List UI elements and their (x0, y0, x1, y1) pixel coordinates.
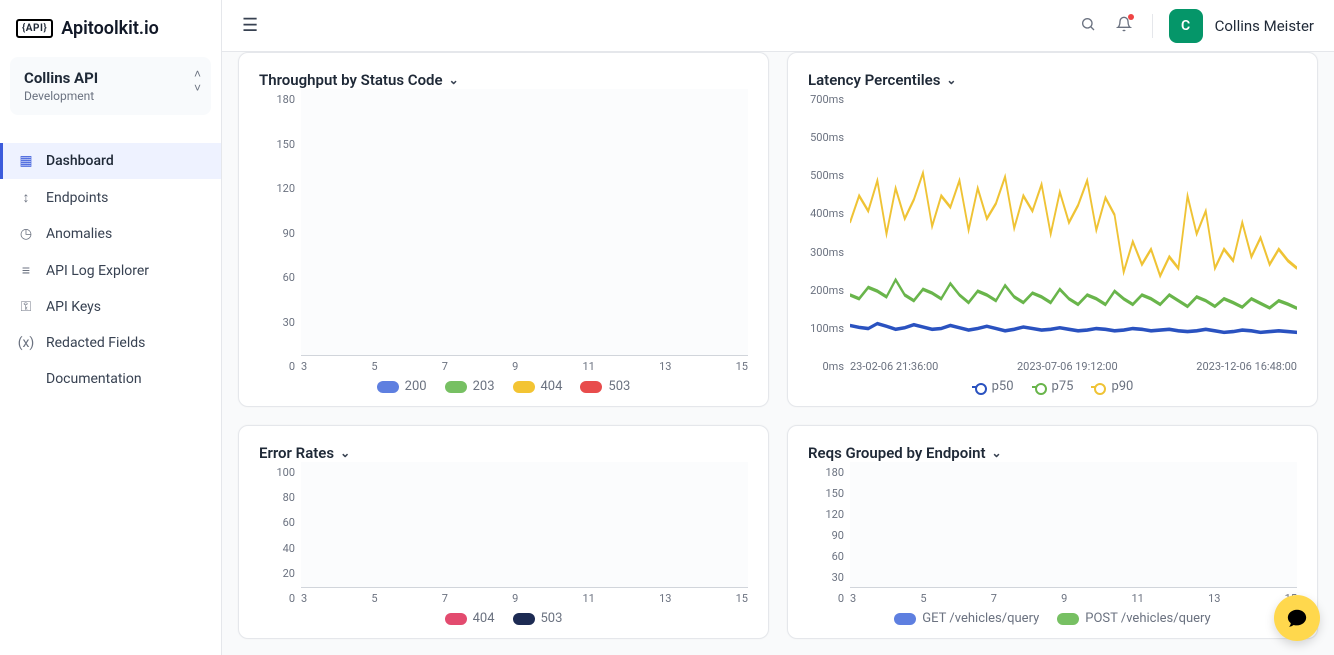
card-title[interactable]: Latency Percentiles ⌄ (808, 71, 1297, 89)
card-throughput: Throughput by Status Code ⌄ 180150120906… (238, 52, 769, 407)
card-title[interactable]: Reqs Grouped by Endpoint ⌄ (808, 444, 1297, 462)
sidebar-item-redacted-fields[interactable]: (x) Redacted Fields (0, 325, 221, 361)
main: ☰ C Collins Meister Throughput by Status… (222, 0, 1334, 655)
nav-label: API Keys (46, 299, 101, 315)
y-axis: 100806040200 (259, 462, 301, 605)
sidebar-item-log-explorer[interactable]: ≡ API Log Explorer (0, 252, 221, 289)
legend: GET /vehicles/queryPOST /vehicles/query (808, 611, 1297, 626)
username: Collins Meister (1215, 17, 1314, 35)
chevron-down-icon: ⌄ (992, 446, 1002, 460)
sidebar-item-dashboard[interactable]: ▦ Dashboard (0, 143, 221, 179)
chevron-down-icon: ⌄ (340, 446, 350, 460)
nav-label: Dashboard (46, 153, 114, 169)
nav-label: Redacted Fields (46, 335, 145, 351)
title-text: Throughput by Status Code (259, 71, 443, 89)
y-axis: 1801501209060300 (808, 462, 850, 605)
logo-badge: {API} (16, 19, 53, 38)
notification-dot (1128, 14, 1134, 20)
card-errorrates: Error Rates ⌄ 100806040200 3579111315 40… (238, 425, 769, 639)
chevron-down-icon: ⌄ (449, 73, 459, 87)
chart-errorrates: 100806040200 3579111315 (259, 462, 748, 605)
nav-label: API Log Explorer (46, 263, 149, 279)
sidebar-item-anomalies[interactable]: ◷ Anomalies (0, 216, 221, 252)
project-selector[interactable]: Collins API Development ˄ ˅ (10, 57, 211, 115)
key-icon: ⚿ (18, 299, 34, 315)
sidebar-item-documentation[interactable]: Documentation (0, 361, 221, 397)
card-title[interactable]: Throughput by Status Code ⌄ (259, 71, 748, 89)
logo-text: Apitoolkit.io (61, 18, 159, 39)
chevron-up-icon[interactable]: ˄ (194, 67, 201, 81)
plot-area (301, 462, 748, 588)
arrows-updown-icon: ↕ (18, 189, 34, 206)
x-axis: 3579111315 (850, 588, 1297, 605)
chevron-down-icon: ⌄ (946, 73, 956, 87)
plot-area (301, 89, 748, 356)
card-reqsbyendpoint: Reqs Grouped by Endpoint ⌄ 1801501209060… (787, 425, 1318, 639)
plot-area (850, 89, 1297, 356)
x-axis: 23-02-06 21:36:002023-07-06 19:12:002023… (850, 356, 1297, 373)
legend: 200203404503 (259, 379, 748, 394)
chevron-down-icon[interactable]: ˅ (194, 81, 201, 95)
legend: 404503 (259, 611, 748, 626)
sidebar-item-api-keys[interactable]: ⚿ API Keys (0, 289, 221, 325)
chart-latency: 700ms500ms500ms400ms300ms200ms100ms0ms 2… (808, 89, 1297, 373)
title-text: Error Rates (259, 444, 334, 462)
topbar: ☰ C Collins Meister (222, 0, 1334, 52)
legend: p50p75p90 (808, 379, 1297, 394)
nav-label: Documentation (46, 371, 142, 387)
y-axis: 1801501209060300 (259, 89, 301, 373)
bell-icon[interactable] (1116, 16, 1132, 36)
x-axis: 3579111315 (301, 588, 748, 605)
menu-icon[interactable]: ☰ (242, 15, 258, 36)
grid-icon: ▦ (18, 153, 34, 169)
title-text: Reqs Grouped by Endpoint (808, 444, 986, 462)
chart-throughput: 1801501209060300 3579111315 (259, 89, 748, 373)
chat-fab[interactable] (1274, 595, 1320, 641)
divider (1152, 14, 1153, 38)
card-title[interactable]: Error Rates ⌄ (259, 444, 748, 462)
y-axis: 700ms500ms500ms400ms300ms200ms100ms0ms (808, 89, 850, 373)
avatar[interactable]: C (1169, 9, 1203, 43)
search-icon[interactable] (1080, 16, 1096, 36)
list-icon: ≡ (18, 262, 34, 279)
card-latency: Latency Percentiles ⌄ 700ms500ms500ms400… (787, 52, 1318, 407)
clock-icon: ◷ (18, 226, 34, 242)
sidebar-item-endpoints[interactable]: ↕ Endpoints (0, 179, 221, 216)
x-axis: 3579111315 (301, 356, 748, 373)
nav-label: Anomalies (46, 226, 112, 242)
nav-label: Endpoints (46, 190, 108, 206)
sidebar: {API} Apitoolkit.io Collins API Developm… (0, 0, 222, 655)
logo: {API} Apitoolkit.io (0, 0, 221, 51)
project-env: Development (24, 89, 197, 103)
title-text: Latency Percentiles (808, 71, 940, 89)
chart-reqsbyendpoint: 1801501209060300 3579111315 (808, 462, 1297, 605)
nav: ▦ Dashboard ↕ Endpoints ◷ Anomalies ≡ AP… (0, 143, 221, 397)
plot-area (850, 462, 1297, 588)
content-grid: Throughput by Status Code ⌄ 180150120906… (222, 52, 1334, 655)
project-name: Collins API (24, 69, 197, 87)
brackets-icon: (x) (18, 335, 34, 351)
